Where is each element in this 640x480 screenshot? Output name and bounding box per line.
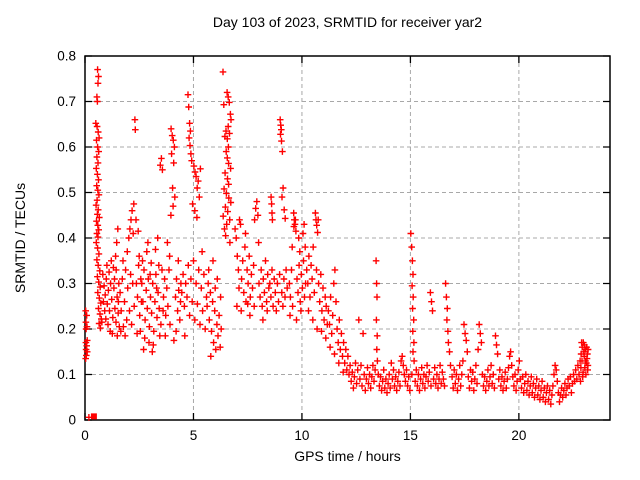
scatter-point-square (90, 413, 97, 420)
y-tick-label: 0.3 (57, 276, 76, 291)
x-tick-label: 5 (190, 428, 198, 443)
x-tick-label: 15 (403, 428, 418, 443)
y-axis-label: SRMTID / TECUs (12, 182, 28, 294)
y-tick-label: 0.2 (57, 322, 76, 337)
y-tick-label: 0.8 (57, 49, 76, 64)
x-tick-label: 10 (294, 428, 309, 443)
axis-ticks (84, 55, 610, 421)
scatter-points-plus (82, 66, 592, 421)
y-tick-label: 0.4 (57, 231, 76, 246)
x-tick-label: 0 (81, 428, 89, 443)
y-tick-label: 0.6 (57, 140, 76, 155)
chart-title: Day 103 of 2023, SRMTID for receiver yar… (212, 14, 483, 30)
y-tick-label: 0.7 (57, 94, 76, 109)
y-tick-label: 0.1 (57, 367, 76, 382)
x-axis-label: GPS time / hours (294, 448, 401, 464)
y-tick-label: 0 (68, 413, 76, 428)
x-tick-label: 20 (511, 428, 526, 443)
y-tick-label: 0.5 (57, 185, 76, 200)
